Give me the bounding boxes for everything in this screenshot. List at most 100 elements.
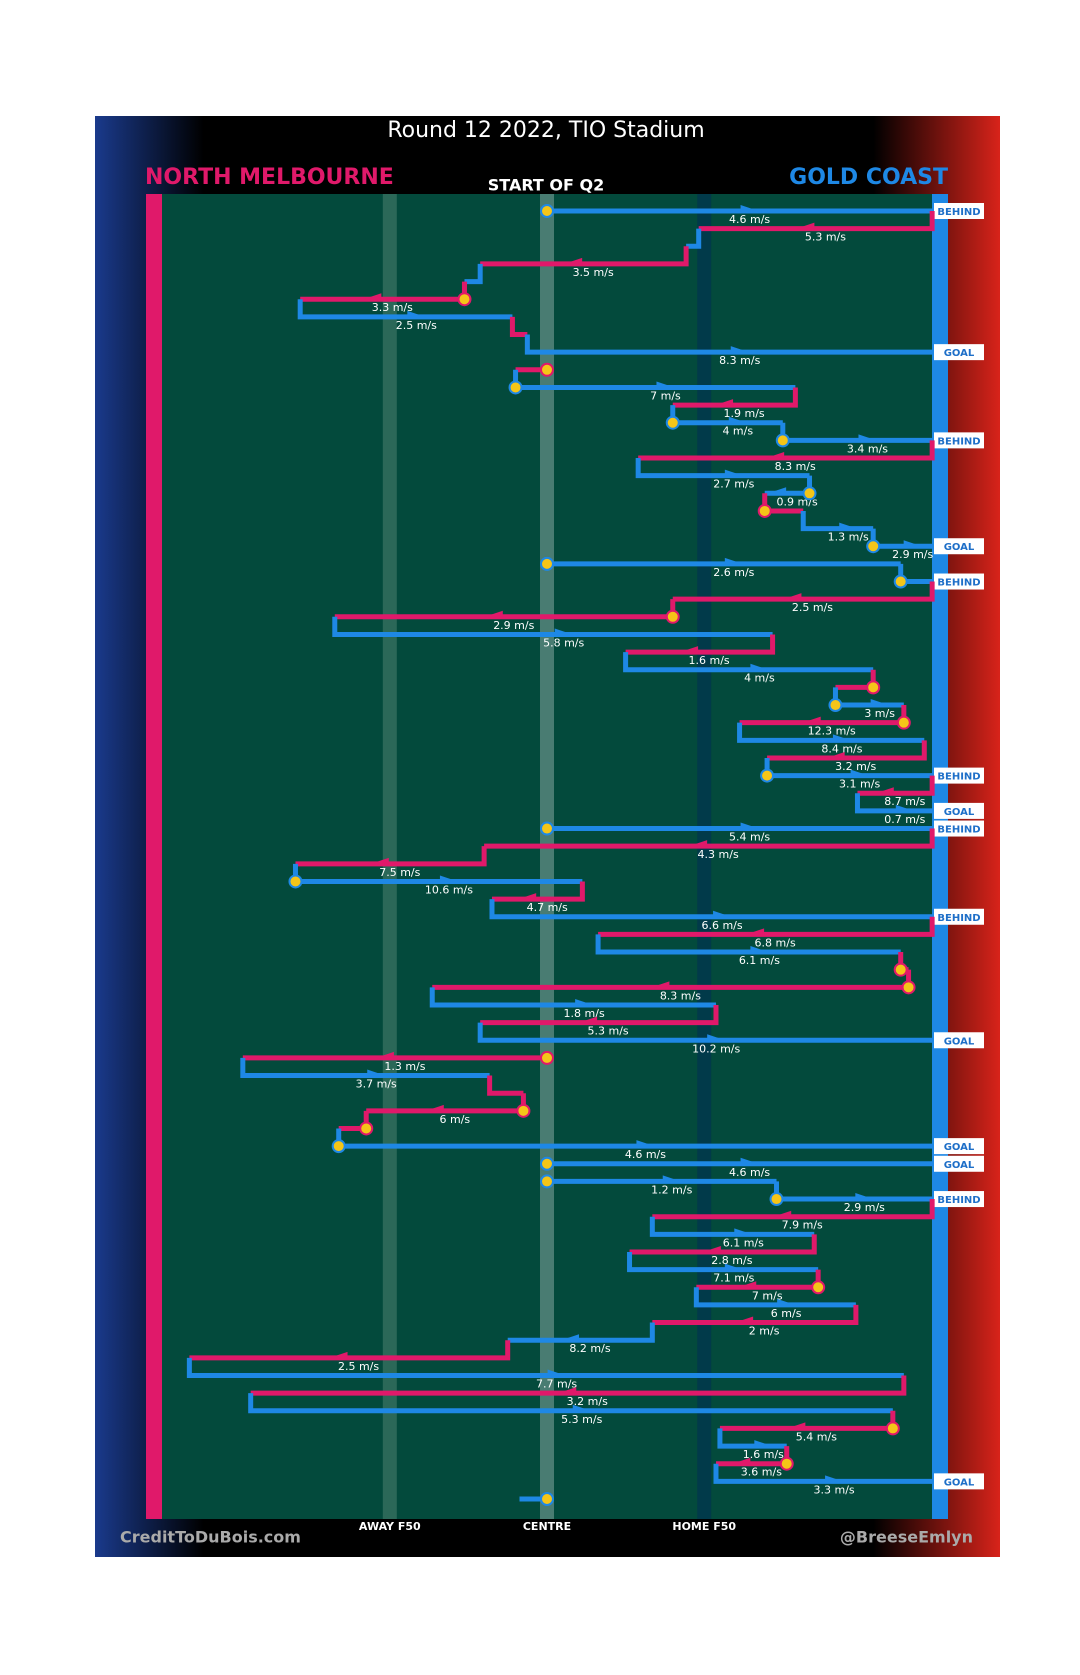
speed-label: 3.4 m/s xyxy=(847,442,888,455)
direction-arrow xyxy=(636,1140,655,1149)
possession-line xyxy=(629,1234,817,1255)
speed-label: 8.7 m/s xyxy=(884,795,925,808)
possession-line xyxy=(186,1357,904,1378)
speed-label: 0.7 m/s xyxy=(884,813,925,826)
field-line xyxy=(697,194,712,1519)
result-label: BEHIND xyxy=(937,436,980,447)
direction-arrow xyxy=(773,1210,792,1219)
speed-label: 8.3 m/s xyxy=(775,460,816,473)
direction-arrow xyxy=(855,1193,874,1202)
direction-arrow xyxy=(730,346,749,355)
direction-arrow xyxy=(407,310,426,319)
speed-label: 6 m/s xyxy=(771,1307,802,1320)
direction-arrow xyxy=(561,1334,580,1343)
direction-arrow xyxy=(724,557,743,566)
stoppage xyxy=(866,680,881,695)
direction-arrow xyxy=(783,593,802,602)
possession-line xyxy=(477,1022,933,1043)
speed-label: 8.4 m/s xyxy=(821,742,862,755)
speed-label: 4 m/s xyxy=(722,425,753,438)
possession-line xyxy=(189,1340,511,1361)
result-box xyxy=(934,1032,984,1049)
speed-label: 7 m/s xyxy=(752,1289,783,1302)
speed-label: 3 m/s xyxy=(864,707,895,720)
chart-title: Round 12 2022, TIO Stadium xyxy=(387,118,704,143)
possession-line xyxy=(623,652,874,673)
stoppage xyxy=(893,962,908,977)
direction-arrow xyxy=(740,822,759,831)
speed-label: 2.9 m/s xyxy=(844,1201,885,1214)
possession-line xyxy=(240,1057,490,1079)
possession-line xyxy=(686,228,702,249)
speed-label: 5.3 m/s xyxy=(805,231,846,244)
speed-label: 4.6 m/s xyxy=(729,1166,770,1179)
possession-line xyxy=(713,1463,933,1484)
direction-arrow xyxy=(850,769,869,778)
possession-line xyxy=(767,740,927,761)
direction-arrow xyxy=(734,1228,753,1237)
stoppage xyxy=(540,1156,554,1171)
direction-arrow xyxy=(484,610,503,619)
possession-line xyxy=(250,1375,907,1396)
speed-label: 5.8 m/s xyxy=(543,636,584,649)
stoppage xyxy=(757,503,772,518)
direction-arrow xyxy=(375,1051,394,1060)
direction-arrow xyxy=(750,663,769,672)
possession-line xyxy=(595,934,901,955)
speed-label: 2.7 m/s xyxy=(713,478,754,491)
stoppage xyxy=(540,362,554,377)
direction-arrow xyxy=(777,1298,796,1307)
stoppage xyxy=(508,380,523,395)
direction-arrow xyxy=(728,416,747,425)
direction-arrow xyxy=(895,804,914,813)
possession-line xyxy=(672,581,935,602)
possession-line xyxy=(649,1216,815,1237)
speed-label: 6.1 m/s xyxy=(723,1236,764,1249)
result-label: BEHIND xyxy=(937,578,980,589)
result-box xyxy=(934,908,984,925)
goal-bar xyxy=(146,194,162,1519)
direction-arrow xyxy=(558,1387,577,1396)
stoppage xyxy=(811,1280,826,1295)
direction-arrow xyxy=(564,257,583,266)
stoppage xyxy=(665,609,680,624)
result-box xyxy=(934,1155,984,1172)
possession-line xyxy=(489,899,933,920)
direction-arrow xyxy=(518,893,537,902)
speed-label: 10.6 m/s xyxy=(425,883,473,896)
result-box xyxy=(934,538,984,555)
possession-line xyxy=(332,616,773,637)
result-label: BEHIND xyxy=(937,207,980,218)
result-box xyxy=(934,1138,984,1155)
speed-label: 8.3 m/s xyxy=(719,354,760,367)
speed-label: 1.6 m/s xyxy=(743,1448,784,1461)
direction-arrow xyxy=(766,452,785,461)
stoppage xyxy=(331,1139,346,1154)
speed-label: 2.5 m/s xyxy=(396,319,437,332)
speed-label: 7.5 m/s xyxy=(379,866,420,879)
result-box xyxy=(934,432,984,449)
stoppage xyxy=(540,1492,554,1506)
result-label: BEHIND xyxy=(937,1195,980,1206)
direction-arrow xyxy=(802,716,821,725)
stoppage xyxy=(540,1050,554,1065)
possession-line xyxy=(693,1287,856,1308)
result-box xyxy=(934,802,984,819)
direction-arrow xyxy=(738,1281,757,1290)
stoppage xyxy=(828,698,843,713)
speed-label: 5.4 m/s xyxy=(729,831,770,844)
stoppage xyxy=(540,821,554,836)
direction-arrow xyxy=(740,1157,759,1166)
direction-arrow xyxy=(832,734,851,743)
stoppage xyxy=(516,1103,531,1118)
direction-arrow xyxy=(689,840,708,849)
result-box xyxy=(934,820,984,837)
direction-arrow xyxy=(735,1316,754,1325)
direction-arrow xyxy=(572,1404,591,1413)
direction-arrow xyxy=(439,875,458,884)
credit: CreditToDuBois.com xyxy=(120,1528,301,1547)
speed-label: 6.6 m/s xyxy=(701,919,742,932)
field xyxy=(162,194,932,1519)
speed-label: 1.6 m/s xyxy=(689,654,730,667)
